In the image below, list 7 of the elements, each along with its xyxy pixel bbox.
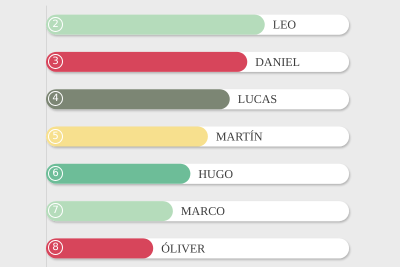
y-tick-label: HUGO <box>198 166 234 181</box>
y-tick-label: DANIEL <box>255 54 300 69</box>
y-tick-label: ÓLIVER <box>161 241 206 256</box>
y-tick-label: LEO <box>272 18 296 32</box>
y-tick-label: LUCAS <box>238 92 278 106</box>
y-tick-label: MARTÍN <box>216 130 263 144</box>
y-tick-label: MARCO <box>180 204 226 218</box>
